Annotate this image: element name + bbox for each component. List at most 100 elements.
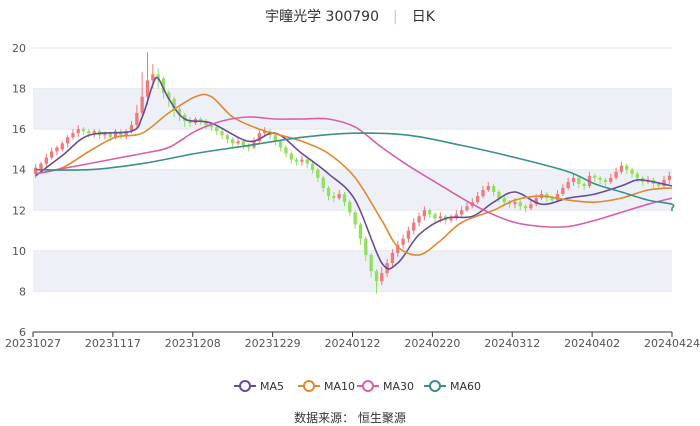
- candle-body: [284, 147, 288, 154]
- candlestick: [305, 157, 309, 168]
- candle-body: [140, 96, 144, 113]
- candlestick: [289, 151, 293, 164]
- candle-body: [603, 179, 608, 182]
- candle-body: [326, 187, 331, 197]
- candle-body: [412, 222, 416, 231]
- candlestick: [220, 129, 224, 140]
- candle-body: [401, 238, 405, 245]
- candle-body: [657, 183, 661, 186]
- candlestick: [406, 226, 411, 243]
- candle-body: [342, 194, 347, 203]
- candle-body: [151, 74, 155, 81]
- candle-body: [460, 210, 464, 215]
- candlestick: [662, 175, 666, 188]
- legend-item-ma60: MA60: [424, 380, 481, 393]
- candlestick: [449, 214, 453, 223]
- candlestick: [625, 163, 629, 174]
- data-source: 数据来源： 恒生聚源: [294, 411, 406, 425]
- candle-body: [113, 131, 118, 138]
- candle-body: [598, 177, 602, 180]
- candlestick: [65, 135, 70, 148]
- candle-body: [662, 179, 666, 186]
- series-line-ma60: [35, 132, 675, 212]
- candlestick: [630, 167, 634, 178]
- candle-body: [156, 74, 160, 79]
- grid-band: [33, 250, 672, 292]
- x-tick-label: 20231208: [165, 337, 221, 350]
- candle-body: [593, 175, 597, 178]
- candlestick: [145, 52, 150, 105]
- candlestick: [337, 190, 341, 201]
- candlestick: [342, 192, 347, 207]
- candlestick: [390, 248, 395, 268]
- candlestick: [71, 129, 75, 140]
- candle-body: [209, 125, 214, 128]
- candle-body: [262, 131, 267, 134]
- candlestick: [183, 112, 187, 128]
- candle-body: [518, 202, 522, 207]
- candlestick: [609, 173, 613, 184]
- legend-item-ma10: MA10: [298, 380, 355, 393]
- candle-body: [523, 206, 528, 209]
- candle-body: [619, 165, 624, 172]
- series-line-ma5: [35, 76, 673, 270]
- candle-body: [55, 147, 59, 152]
- candle-body: [231, 139, 235, 144]
- candle-body: [241, 141, 245, 146]
- candle-body: [449, 218, 453, 221]
- candlestick: [396, 240, 400, 257]
- candlestick: [529, 200, 533, 211]
- candlestick: [475, 192, 480, 205]
- candlestick: [204, 119, 208, 130]
- x-tick-label: 20231229: [245, 337, 301, 350]
- candlestick: [353, 210, 357, 229]
- candlestick: [241, 139, 245, 150]
- candle-body: [353, 212, 357, 225]
- candlestick: [358, 222, 363, 245]
- legend-marker: [239, 380, 251, 392]
- candle-body: [529, 204, 533, 209]
- candle-body: [614, 171, 618, 178]
- candle-body: [87, 131, 91, 134]
- legend-label: MA30: [383, 380, 414, 393]
- candle-body: [135, 112, 139, 126]
- y-tick-label: 10: [12, 245, 26, 258]
- candle-body: [491, 185, 496, 193]
- candlestick: [49, 147, 54, 160]
- chart-title: 宇瞳光学 300790 | 日K: [0, 6, 700, 26]
- candlestick: [364, 236, 368, 261]
- candle-body: [145, 80, 150, 97]
- legend-label: MA60: [450, 380, 481, 393]
- candle-body: [172, 98, 176, 109]
- candlestick: [81, 127, 86, 136]
- candle-body: [183, 114, 187, 122]
- candlestick: [257, 129, 261, 144]
- x-tick-label: 20231027: [5, 337, 61, 350]
- title-separator: |: [393, 9, 398, 25]
- candlestick: [497, 190, 501, 203]
- legend-marker: [303, 380, 315, 392]
- candle-body: [316, 169, 320, 178]
- candle-body: [417, 216, 421, 223]
- grid-bands: [33, 88, 672, 292]
- x-tick-label: 20240424: [644, 337, 700, 350]
- candle-body: [39, 163, 43, 170]
- candlestick: [119, 129, 123, 140]
- candlestick: [236, 137, 240, 146]
- candle-body: [124, 131, 128, 136]
- candlestick: [614, 167, 618, 180]
- candlestick: [326, 185, 331, 201]
- candle-body: [300, 159, 304, 162]
- y-tick-label: 18: [12, 83, 26, 96]
- candle-body: [502, 198, 506, 203]
- candle-body: [406, 230, 411, 239]
- candlestick: [593, 173, 597, 182]
- candlestick: [417, 212, 421, 227]
- candlestick: [284, 145, 288, 158]
- candlestick: [321, 175, 325, 193]
- grid-band: [33, 169, 672, 211]
- candle-body: [433, 214, 437, 219]
- y-tick-label: 6: [19, 326, 26, 339]
- candle-body: [34, 167, 38, 174]
